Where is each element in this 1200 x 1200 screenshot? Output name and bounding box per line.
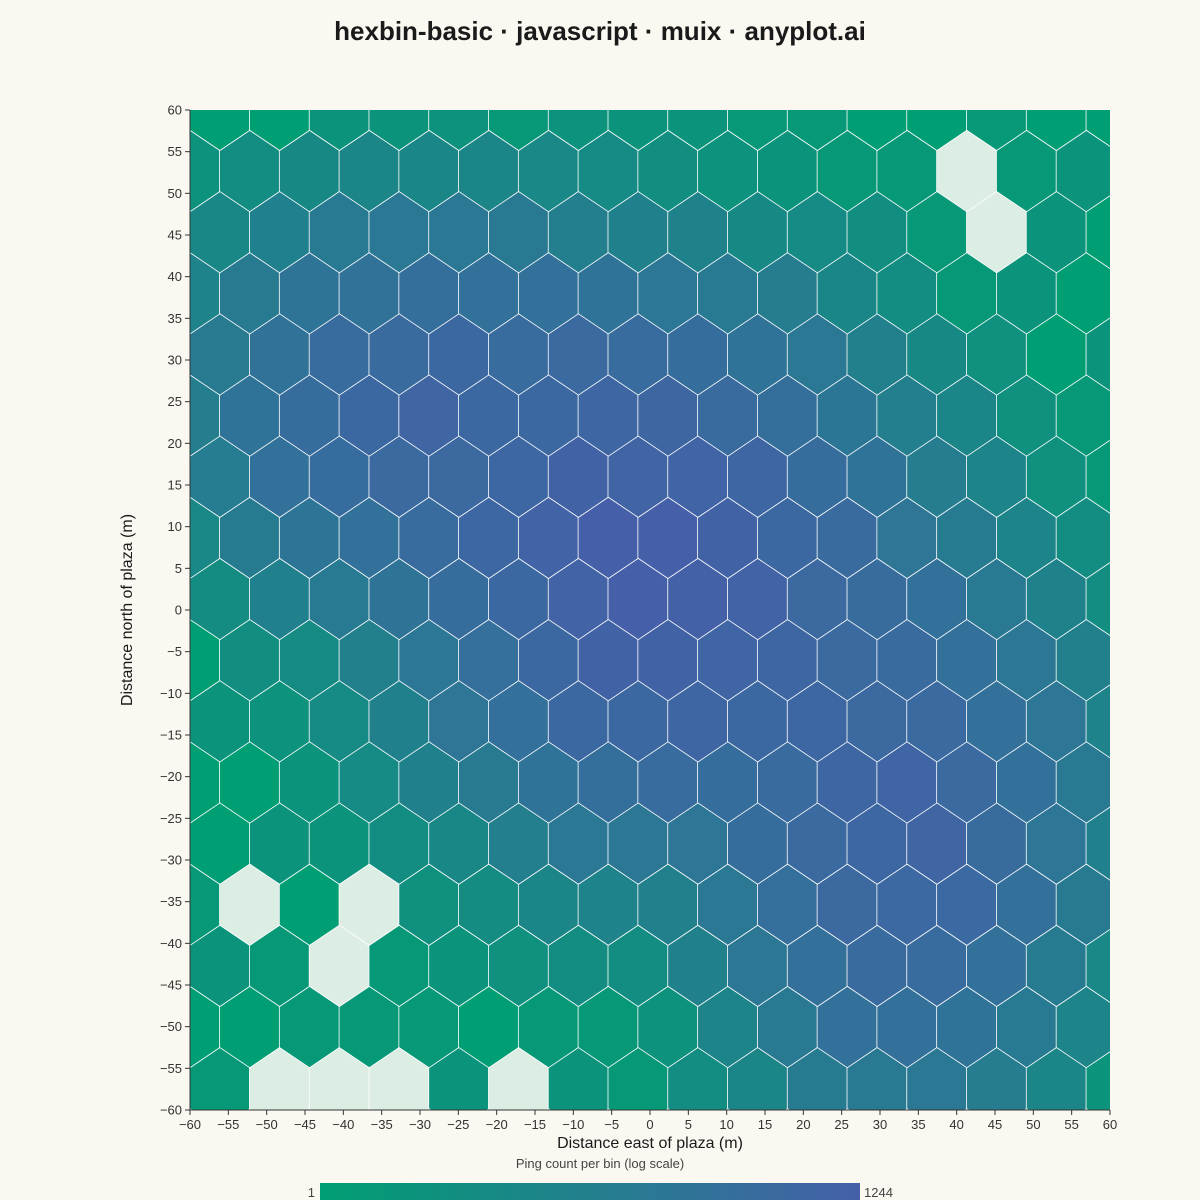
hex-layer	[160, 8, 1176, 1191]
y-tick-label: 60	[168, 103, 182, 118]
chart-title: hexbin-basic · javascript · muix · anypl…	[334, 16, 866, 46]
y-tick-label: −35	[160, 894, 182, 909]
y-tick-label: −30	[160, 853, 182, 868]
y-tick-label: 10	[168, 519, 182, 534]
x-tick-label: 10	[719, 1117, 733, 1132]
x-tick-label: 5	[685, 1117, 692, 1132]
hex-bin	[339, 8, 399, 90]
y-tick-label: −60	[160, 1103, 182, 1118]
hex-bin	[578, 8, 638, 90]
hex-bin	[1116, 1109, 1176, 1191]
hex-bin	[937, 8, 997, 90]
y-tick-label: 45	[168, 228, 182, 243]
hex-bin	[1085, 317, 1110, 392]
hex-bin	[1085, 562, 1110, 637]
x-tick-label: 55	[1064, 1117, 1078, 1132]
y-tick-label: −25	[160, 811, 182, 826]
y-tick-label: 15	[168, 478, 182, 493]
x-tick-label: 45	[988, 1117, 1002, 1132]
hex-bin	[1056, 8, 1116, 90]
hex-bin	[1085, 195, 1110, 270]
y-axis-label: Distance north of plaza (m)	[119, 514, 136, 706]
x-tick-label: −15	[524, 1117, 546, 1132]
y-tick-label: 0	[175, 603, 182, 618]
x-tick-label: 15	[758, 1117, 772, 1132]
x-tick-label: −50	[256, 1117, 278, 1132]
x-tick-label: −10	[562, 1117, 584, 1132]
y-tick-label: 55	[168, 144, 182, 159]
y-tick-label: −55	[160, 1061, 182, 1076]
y-tick-label: 20	[168, 436, 182, 451]
y-tick-label: 30	[168, 353, 182, 368]
hex-bin	[1116, 742, 1176, 824]
y-tick-label: −45	[160, 978, 182, 993]
hex-bin	[1085, 806, 1110, 881]
colorbar-max-label: 1244	[864, 1185, 893, 1200]
y-tick-label: −5	[167, 644, 182, 659]
y-tick-label: −40	[160, 936, 182, 951]
hex-bin	[1116, 253, 1176, 335]
hex-bin	[757, 8, 817, 90]
x-tick-label: −55	[217, 1117, 239, 1132]
x-tick-label: −25	[447, 1117, 469, 1132]
x-tick-label: −60	[179, 1117, 201, 1132]
hex-bin	[1085, 684, 1110, 759]
hex-bin	[698, 8, 758, 90]
x-tick-label: −20	[486, 1117, 508, 1132]
hex-bin	[1116, 620, 1176, 702]
hex-bin	[1085, 928, 1110, 1004]
hex-bin	[1116, 130, 1176, 212]
hex-bin	[1116, 864, 1176, 946]
y-tick-label: 40	[168, 269, 182, 284]
x-tick-label: 60	[1103, 1117, 1117, 1132]
hex-bin	[279, 8, 339, 90]
axes: −60 −55 −50 −45 −40 −35 −30 −25 −20 −15 −10 −5 0 5 10 1…	[160, 103, 1117, 1133]
colorbar-label: Ping count per bin (log scale)	[516, 1156, 684, 1171]
x-tick-label: −30	[409, 1117, 431, 1132]
x-tick-label: −5	[604, 1117, 619, 1132]
y-tick-label: 50	[168, 186, 182, 201]
hex-bin	[459, 8, 519, 90]
x-axis-label: Distance east of plaza (m)	[557, 1135, 743, 1152]
y-tick-label: −15	[160, 728, 182, 743]
y-tick-label: 5	[175, 561, 182, 576]
x-tick-label: 0	[646, 1117, 653, 1132]
y-tick-label: −20	[160, 769, 182, 784]
x-tick-label: 25	[834, 1117, 848, 1132]
hex-bin	[877, 8, 937, 90]
x-tick-label: 35	[911, 1117, 925, 1132]
y-tick-label: 25	[168, 394, 182, 409]
x-tick-label: 20	[796, 1117, 810, 1132]
y-tick-label: 35	[168, 311, 182, 326]
colorbar-min-label: 1	[308, 1185, 315, 1200]
hex-bin	[160, 8, 220, 90]
hex-bin	[1085, 1051, 1110, 1110]
hex-bin	[996, 8, 1056, 90]
hex-bin	[220, 8, 280, 90]
hex-bin	[817, 8, 877, 90]
hex-bin	[1116, 8, 1176, 90]
colorbar	[320, 1183, 860, 1200]
hex-bin	[638, 8, 698, 90]
hex-bin	[1085, 439, 1110, 514]
hex-bin	[518, 8, 578, 90]
hex-bin	[1116, 375, 1176, 457]
hex-bin	[399, 8, 459, 90]
x-tick-label: −40	[332, 1117, 354, 1132]
hex-bin	[1085, 110, 1110, 148]
hex-bin	[1116, 497, 1176, 579]
x-tick-label: −35	[371, 1117, 393, 1132]
hex-bin	[1116, 986, 1176, 1068]
x-tick-label: 50	[1026, 1117, 1040, 1132]
y-tick-label: −10	[160, 686, 182, 701]
y-tick-label: −50	[160, 1019, 182, 1034]
x-tick-label: −45	[294, 1117, 316, 1132]
x-tick-label: 40	[949, 1117, 963, 1132]
x-tick-label: 30	[873, 1117, 887, 1132]
